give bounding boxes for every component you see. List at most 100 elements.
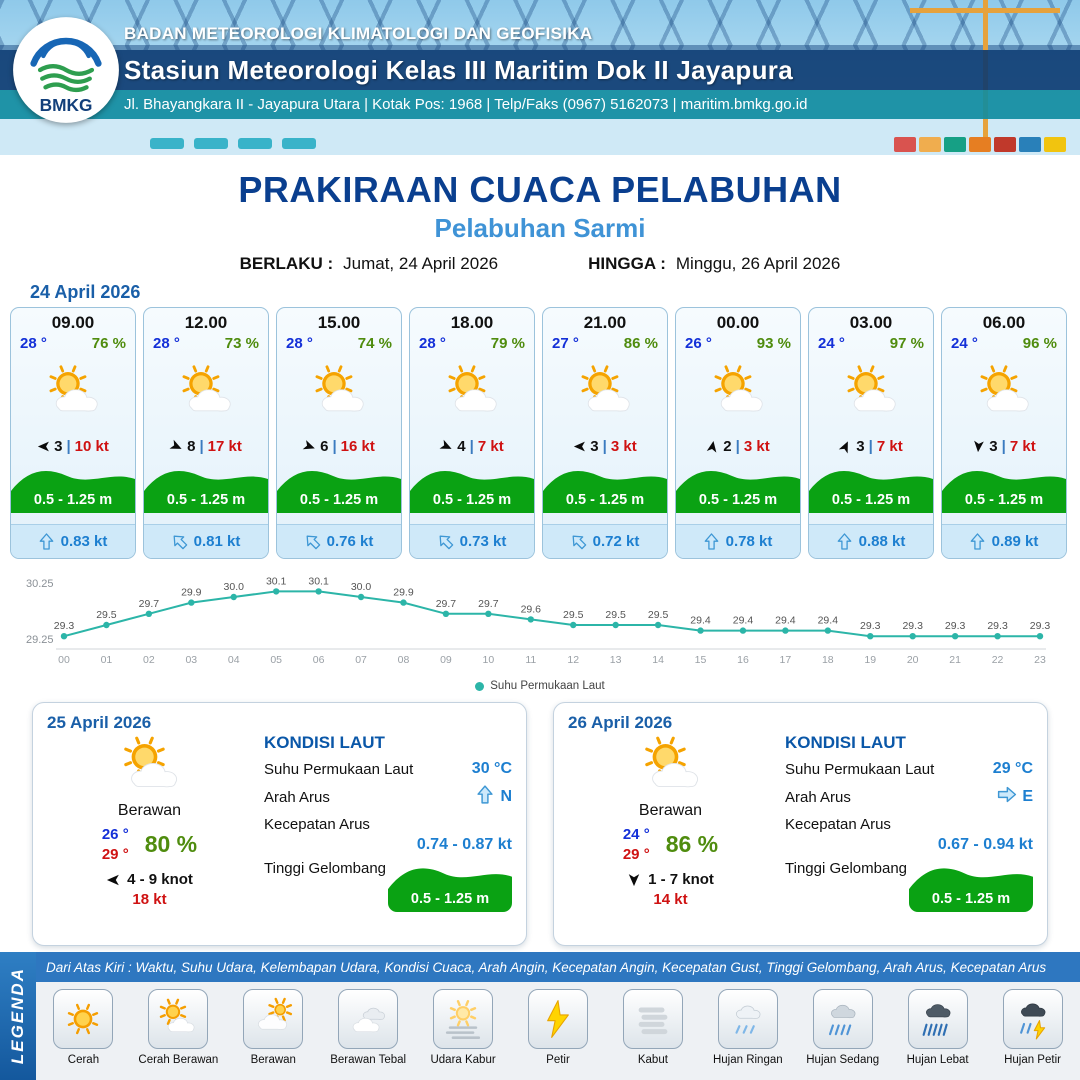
- weather-sun-cloud-icon: [11, 352, 135, 434]
- wind-direction-icon: [972, 440, 985, 453]
- current-row: 0.83 kt: [11, 524, 135, 558]
- light-rain-icon: [717, 989, 778, 1049]
- weather-cloud-icon: [102, 733, 198, 806]
- current-speed: 0.78 kt: [725, 533, 773, 550]
- temp-max: 29 °: [622, 846, 650, 863]
- wave-height: 0.5 - 1.25 m: [299, 492, 379, 508]
- svg-text:22: 22: [992, 654, 1004, 666]
- wave-height-value: 0.5 - 1.25 m: [931, 891, 1011, 907]
- wind-direction-icon: [302, 439, 316, 453]
- valid-until: HINGGA : Minggu, 26 April 2026: [588, 254, 840, 274]
- separator: |: [735, 437, 740, 455]
- wind-row: 3 | 7 kt: [942, 434, 1066, 458]
- temp-min: 26 °: [101, 826, 129, 843]
- svg-text:07: 07: [355, 654, 367, 666]
- legend-sidebar-label: LEGENDA: [8, 967, 27, 1065]
- bmkg-logo: BMKG: [13, 17, 119, 123]
- sst-value: 29 °C: [992, 760, 1033, 777]
- svg-text:21: 21: [949, 654, 961, 666]
- moderate-rain-icon: [812, 989, 873, 1049]
- legend-item: Udara Kabur: [419, 989, 507, 1066]
- current-direction-icon: [172, 533, 187, 550]
- humidity: 80 %: [144, 831, 198, 857]
- weather-sun-cloud-icon: [543, 352, 667, 434]
- current-direction-label: Arah Arus: [785, 788, 851, 806]
- wave-height-label: Tinggi Gelombang: [264, 860, 387, 877]
- svg-text:29.25: 29.25: [26, 634, 54, 646]
- wind-gust: 10 kt: [74, 437, 109, 455]
- svg-text:05: 05: [270, 654, 282, 666]
- legend-item-label: Hujan Ringan: [712, 1054, 783, 1066]
- bench-row-decoration: [150, 138, 316, 149]
- wind-row: 3 | 3 kt: [543, 434, 667, 458]
- wave-height-band: 0.5 - 1.25 m: [676, 461, 800, 513]
- wind-direction-icon: [627, 873, 641, 887]
- current-direction-icon: [571, 533, 586, 550]
- legend-item: Hujan Lebat: [894, 989, 982, 1066]
- time-label: 15.00: [317, 313, 361, 332]
- svg-text:30.1: 30.1: [308, 575, 329, 587]
- svg-text:30.1: 30.1: [266, 575, 287, 587]
- time-label: 21.00: [583, 313, 627, 332]
- svg-text:29.3: 29.3: [987, 620, 1008, 632]
- humidity: 93 %: [756, 335, 791, 352]
- clouds-icon: [338, 989, 399, 1049]
- svg-text:12: 12: [567, 654, 579, 666]
- wind-range: 1 - 7 knot: [648, 871, 714, 888]
- wave-height: 0.5 - 1.25 m: [698, 492, 778, 508]
- time-label: 06.00: [982, 313, 1026, 332]
- wave-height-band: 0.5 - 1.25 m: [410, 461, 534, 513]
- svg-text:29.7: 29.7: [139, 598, 160, 610]
- wave-height-value: 0.5 - 1.25 m: [410, 891, 490, 907]
- temp-humidity-row: 28 ° 79 %: [410, 333, 534, 352]
- storm-icon: [1002, 989, 1063, 1049]
- weather-sun-cloud-icon: [410, 352, 534, 434]
- current-direction-label: Arah Arus: [264, 788, 330, 806]
- temp-humidity-row: 27 ° 86 %: [543, 333, 667, 352]
- wind-gust: 14 kt: [653, 891, 688, 908]
- legend-marker-icon: [475, 681, 485, 691]
- wave-height: 0.5 - 1.25 m: [166, 492, 246, 508]
- temperature: 27 °: [552, 335, 579, 352]
- address-band: Jl. Bhayangkara II - Jayapura Utara | Ko…: [0, 90, 1080, 119]
- legend-item: Petir: [514, 989, 602, 1066]
- wave-height-badge: 0.5 - 1.25 m: [388, 858, 512, 912]
- wind-gust: 17 kt: [207, 437, 242, 455]
- day-date: 26 April 2026: [568, 713, 673, 732]
- wave-height: 0.5 - 1.25 m: [831, 492, 911, 508]
- heavy-rain-icon: [907, 989, 968, 1049]
- hourly-forecast-row: 09.00 28 ° 76 % 3 | 10 kt 0.5 - 1.25 m 0…: [0, 307, 1080, 559]
- valid-until-value: Minggu, 26 April 2026: [675, 254, 841, 273]
- temp-humidity-row: 28 ° 76 %: [11, 333, 135, 352]
- svg-text:02: 02: [143, 654, 155, 666]
- condition-label: Berawan: [638, 802, 703, 819]
- current-speed: 0.81 kt: [193, 533, 241, 550]
- forecast-card: 06.00 24 ° 96 % 3 | 7 kt 0.5 - 1.25 m 0.…: [941, 307, 1067, 559]
- condition-label: Berawan: [117, 802, 182, 819]
- separator: |: [469, 437, 474, 455]
- time-label: 00.00: [716, 313, 760, 332]
- wind-speed: 3: [989, 437, 998, 455]
- legend-item: Cerah: [39, 989, 127, 1066]
- legend-section: LEGENDA Dari Atas Kiri : Waktu, Suhu Uda…: [0, 952, 1080, 1080]
- current-speed: 0.89 kt: [991, 533, 1039, 550]
- wind-row: 3 | 10 kt: [11, 434, 135, 458]
- wind-gust: 3 kt: [610, 437, 637, 455]
- current-row: 0.89 kt: [942, 524, 1066, 558]
- current-speed: 0.76 kt: [326, 533, 374, 550]
- separator: |: [332, 437, 337, 455]
- chart-series-label: Suhu Permukaan Laut: [490, 680, 605, 692]
- temp-humidity-row: 24 ° 97 %: [809, 333, 933, 352]
- temp-humidity-row: 24 ° 96 %: [942, 333, 1066, 352]
- haze-icon: [433, 989, 494, 1049]
- temp-humidity-row: 26 ° 93 %: [676, 333, 800, 352]
- container-stack-decoration: [894, 137, 1066, 152]
- wave-height-band: 0.5 - 1.25 m: [809, 461, 933, 513]
- time-label: 18.00: [450, 313, 494, 332]
- svg-text:30.25: 30.25: [26, 578, 54, 590]
- svg-text:29.9: 29.9: [393, 587, 414, 599]
- svg-text:30.0: 30.0: [224, 581, 245, 593]
- time-label: 09.00: [51, 313, 95, 332]
- humidity: 73 %: [224, 335, 259, 352]
- wind-direction-icon: [573, 440, 586, 453]
